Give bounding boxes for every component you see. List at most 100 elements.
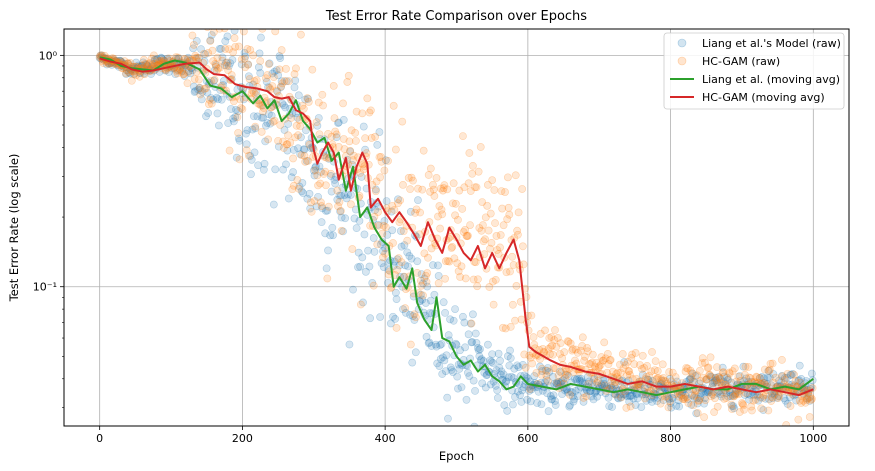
- scatter-layer: [95, 29, 817, 426]
- data-point: [337, 226, 346, 235]
- data-point: [553, 379, 562, 388]
- data-point: [774, 392, 783, 400]
- data-point: [314, 181, 322, 190]
- data-point: [317, 198, 325, 207]
- data-point: [620, 358, 629, 366]
- legend-label: HC-GAM (raw): [702, 55, 780, 68]
- data-point: [322, 264, 331, 273]
- data-point: [424, 171, 433, 179]
- data-point: [595, 362, 604, 371]
- data-point: [283, 140, 292, 149]
- data-point: [198, 87, 207, 96]
- data-point: [230, 34, 239, 42]
- data-point: [630, 360, 639, 369]
- data-point: [234, 128, 243, 137]
- data-point: [751, 395, 760, 404]
- data-point: [797, 374, 806, 383]
- data-point: [249, 88, 258, 97]
- data-point: [280, 126, 289, 134]
- data-point: [638, 351, 647, 360]
- data-point: [308, 65, 317, 74]
- data-point: [317, 218, 326, 227]
- data-point: [665, 375, 674, 383]
- data-point: [579, 393, 588, 402]
- data-point: [434, 271, 443, 280]
- data-point: [565, 402, 574, 411]
- data-point: [383, 230, 392, 239]
- data-point: [778, 355, 786, 364]
- data-point: [760, 374, 768, 383]
- data-point: [132, 58, 140, 67]
- data-point: [739, 401, 748, 410]
- data-point: [242, 146, 251, 154]
- data-point: [490, 186, 499, 194]
- data-point: [513, 361, 522, 370]
- data-point: [221, 37, 230, 46]
- data-point: [343, 78, 352, 86]
- data-point: [725, 369, 734, 378]
- data-point: [488, 359, 497, 367]
- data-point: [728, 405, 736, 413]
- data-point: [339, 115, 348, 124]
- data-point: [493, 386, 502, 395]
- data-point: [444, 414, 452, 423]
- data-point: [259, 107, 267, 116]
- data-point: [254, 99, 263, 108]
- data-point: [460, 183, 469, 192]
- data-point: [411, 313, 420, 322]
- data-point: [279, 144, 288, 152]
- data-point: [464, 368, 472, 377]
- data-point: [700, 358, 709, 367]
- data-point: [553, 380, 562, 388]
- data-point: [454, 384, 462, 393]
- data-point: [315, 162, 324, 171]
- data-point: [257, 33, 265, 42]
- data-point: [379, 253, 387, 262]
- data-point: [284, 194, 293, 203]
- data-point: [409, 176, 417, 185]
- data-point: [624, 366, 633, 375]
- data-point: [729, 402, 738, 411]
- data-point: [462, 395, 471, 404]
- data-point: [623, 392, 631, 401]
- data-point: [569, 397, 578, 406]
- data-point: [379, 221, 388, 230]
- data-point: [196, 90, 205, 99]
- data-point: [251, 122, 260, 131]
- data-point: [451, 339, 460, 348]
- data-point: [717, 392, 726, 401]
- data-point: [731, 389, 740, 398]
- data-point: [491, 219, 499, 228]
- data-point: [391, 288, 400, 297]
- data-point: [777, 378, 786, 387]
- data-point: [628, 391, 636, 400]
- data-point: [411, 209, 420, 217]
- data-point: [488, 350, 497, 359]
- data-point: [342, 194, 351, 203]
- data-point: [505, 210, 514, 219]
- data-point: [693, 371, 701, 380]
- data-point: [626, 391, 635, 400]
- data-point: [155, 58, 163, 66]
- data-point: [588, 379, 596, 387]
- data-point: [381, 223, 390, 232]
- data-point: [268, 69, 277, 78]
- data-point: [416, 208, 424, 217]
- data-point: [687, 373, 696, 382]
- data-point: [247, 89, 256, 98]
- data-point: [695, 394, 704, 403]
- data-point: [617, 393, 626, 402]
- data-point: [372, 177, 381, 186]
- data-point: [486, 380, 495, 389]
- data-point: [466, 221, 474, 229]
- data-point: [637, 403, 646, 411]
- data-point: [226, 59, 235, 68]
- data-point: [443, 185, 452, 194]
- data-point: [433, 359, 442, 368]
- data-point: [373, 141, 382, 149]
- data-point: [246, 46, 255, 54]
- data-point: [588, 350, 597, 359]
- data-point: [780, 374, 789, 382]
- data-point: [626, 370, 634, 379]
- data-point: [738, 400, 747, 409]
